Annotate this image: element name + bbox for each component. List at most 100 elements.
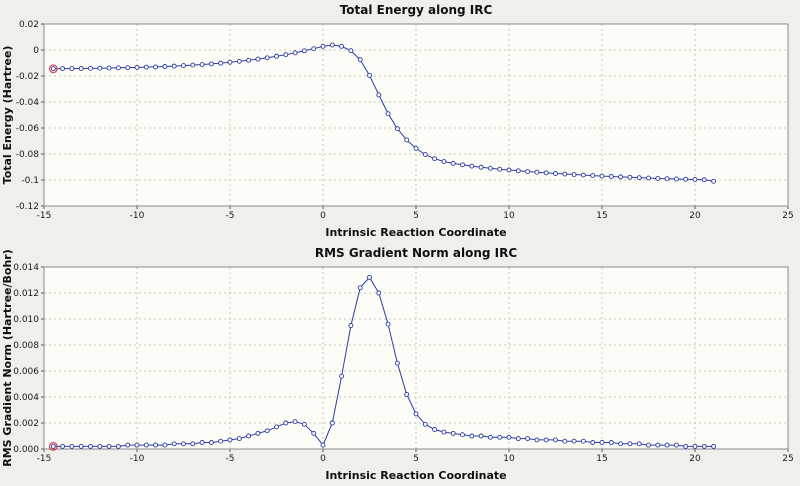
data-point-marker[interactable]	[311, 46, 317, 52]
data-point-marker[interactable]	[264, 55, 270, 61]
data-point-marker[interactable]	[487, 165, 493, 171]
data-point-marker[interactable]	[329, 42, 335, 48]
data-point-marker[interactable]	[97, 443, 103, 449]
data-point-marker[interactable]	[646, 175, 651, 181]
data-point-marker[interactable]	[367, 72, 372, 78]
data-point-marker[interactable]	[339, 43, 345, 49]
data-point-marker[interactable]	[553, 171, 558, 176]
total-energy-chart[interactable]: Total Energy along IRC Total Energy (Har…	[0, 0, 800, 243]
data-point-marker[interactable]	[450, 160, 456, 166]
data-point-marker[interactable]	[283, 52, 289, 58]
data-point-marker[interactable]	[69, 443, 75, 449]
data-point-marker[interactable]	[227, 437, 233, 443]
data-point-marker[interactable]	[478, 164, 484, 170]
data-point-marker[interactable]	[413, 145, 419, 151]
data-point-marker[interactable]	[525, 436, 531, 442]
data-point-marker[interactable]	[199, 440, 205, 445]
data-point-marker[interactable]	[506, 167, 512, 173]
total-energy-plot-area[interactable]: -15 -10 -5 0 5 10 15 20 25 0.02 0 -0.02 -0.04 -0.06 -0…	[16, 20, 794, 221]
data-point-marker[interactable]	[236, 58, 242, 64]
data-point-marker[interactable]	[171, 441, 177, 447]
data-point-marker[interactable]	[646, 442, 651, 448]
data-point-marker[interactable]	[255, 430, 261, 436]
data-point-marker[interactable]	[339, 373, 345, 379]
data-point-marker[interactable]	[311, 430, 317, 436]
data-point-marker[interactable]	[664, 442, 670, 448]
data-point-marker[interactable]	[394, 126, 400, 132]
data-point-marker[interactable]	[580, 172, 586, 178]
data-point-marker[interactable]	[599, 173, 605, 179]
data-point-marker[interactable]	[301, 48, 307, 54]
data-point-marker[interactable]	[683, 176, 689, 182]
data-point-marker[interactable]	[636, 175, 642, 181]
data-point-marker[interactable]	[478, 433, 484, 439]
data-point-marker[interactable]	[627, 441, 633, 447]
data-point-marker[interactable]	[190, 441, 196, 447]
data-point-marker[interactable]	[125, 65, 131, 71]
data-point-marker[interactable]	[60, 66, 66, 72]
data-point-marker[interactable]	[432, 427, 438, 432]
data-point-marker[interactable]	[218, 60, 224, 66]
data-point-marker[interactable]	[88, 443, 93, 449]
data-point-marker[interactable]	[543, 170, 549, 176]
data-point-marker[interactable]	[283, 420, 289, 426]
data-point-marker[interactable]	[404, 137, 410, 143]
data-point-marker[interactable]	[208, 61, 214, 67]
data-point-marker[interactable]	[357, 285, 363, 291]
data-point-marker[interactable]	[441, 159, 447, 164]
data-point-marker[interactable]	[506, 434, 512, 440]
data-point-marker[interactable]	[385, 321, 391, 327]
data-point-marker[interactable]	[60, 443, 66, 449]
data-point-marker[interactable]	[525, 169, 531, 175]
data-point-marker[interactable]	[88, 65, 93, 71]
data-point-marker[interactable]	[162, 64, 168, 69]
data-point-marker[interactable]	[106, 443, 112, 449]
data-point-marker[interactable]	[255, 56, 261, 62]
data-point-marker[interactable]	[143, 64, 149, 70]
data-point-marker[interactable]	[515, 436, 521, 442]
data-point-marker[interactable]	[348, 323, 354, 328]
data-point-marker[interactable]	[673, 442, 679, 448]
data-point-marker[interactable]	[292, 419, 298, 425]
data-point-marker[interactable]	[69, 66, 75, 72]
data-point-marker[interactable]	[571, 172, 577, 177]
data-point-marker[interactable]	[181, 63, 186, 69]
rms-gradient-chart[interactable]: RMS Gradient Norm along IRC RMS Gradient…	[0, 243, 800, 486]
data-point-marker[interactable]	[562, 171, 568, 177]
data-point-marker[interactable]	[50, 443, 56, 449]
data-point-marker[interactable]	[404, 391, 410, 397]
data-point-marker[interactable]	[627, 174, 633, 180]
data-point-marker[interactable]	[701, 443, 707, 449]
data-point-marker[interactable]	[78, 443, 84, 449]
data-point-marker[interactable]	[571, 438, 577, 444]
data-point-marker[interactable]	[301, 421, 307, 427]
data-point-marker[interactable]	[562, 438, 568, 444]
data-point-marker[interactable]	[692, 443, 698, 449]
data-point-marker[interactable]	[460, 432, 465, 438]
data-point-marker[interactable]	[115, 65, 121, 71]
data-point-marker[interactable]	[329, 420, 335, 426]
data-point-marker[interactable]	[469, 433, 475, 439]
data-point-marker[interactable]	[125, 442, 131, 448]
data-point-marker[interactable]	[413, 411, 419, 417]
data-point-marker[interactable]	[190, 62, 196, 68]
data-point-marker[interactable]	[78, 66, 84, 71]
data-point-marker[interactable]	[711, 443, 717, 449]
data-point-marker[interactable]	[320, 43, 326, 49]
data-point-marker[interactable]	[106, 65, 112, 71]
data-point-marker[interactable]	[441, 429, 447, 435]
data-point-marker[interactable]	[683, 443, 689, 449]
data-point-marker[interactable]	[143, 442, 149, 448]
data-point-marker[interactable]	[246, 433, 252, 439]
data-point-marker[interactable]	[655, 175, 661, 181]
data-point-marker[interactable]	[515, 168, 521, 174]
data-point-marker[interactable]	[320, 442, 326, 448]
data-point-marker[interactable]	[497, 434, 503, 440]
data-point-marker[interactable]	[274, 424, 279, 430]
data-point-marker[interactable]	[134, 442, 140, 448]
data-point-marker[interactable]	[236, 436, 242, 442]
data-point-marker[interactable]	[590, 440, 596, 445]
data-point-marker[interactable]	[292, 50, 298, 56]
data-point-marker[interactable]	[450, 430, 456, 436]
data-point-marker[interactable]	[553, 437, 558, 443]
